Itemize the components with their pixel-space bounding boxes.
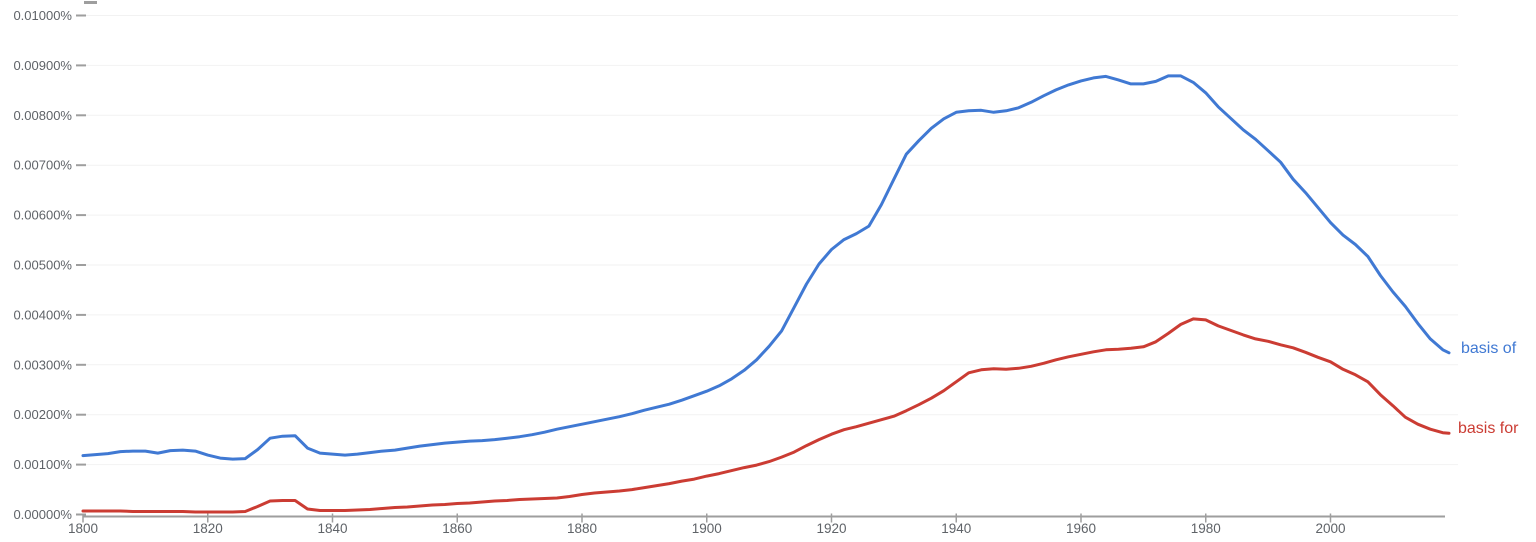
y-axis-label: 0.00300% <box>13 357 72 372</box>
y-axis-label: 0.00200% <box>13 407 72 422</box>
series-line-basis-for[interactable] <box>81 317 1451 514</box>
x-axis-label: 1800 <box>68 521 98 536</box>
y-axis-label: 0.00900% <box>13 58 72 73</box>
series-label-basis-of[interactable]: basis of <box>1461 340 1517 357</box>
x-axis-label: 1980 <box>1191 521 1221 536</box>
x-axis-label: 1940 <box>941 521 971 536</box>
y-axis-label: 0.00000% <box>13 507 72 522</box>
series-line-basis-of[interactable] <box>81 74 1451 461</box>
x-axis-label: 1880 <box>567 521 597 536</box>
x-axis-label: 1920 <box>816 521 846 536</box>
x-axis-label: 1840 <box>317 521 347 536</box>
x-axis-label: 1860 <box>442 521 472 536</box>
y-axis-label: 0.00500% <box>13 258 72 273</box>
x-axis-label: 1820 <box>193 521 223 536</box>
y-axis-label: 0.00400% <box>13 307 72 322</box>
x-axis-label: 1960 <box>1066 521 1096 536</box>
x-axis-label: 1900 <box>692 521 722 536</box>
series-label-basis-for[interactable]: basis for <box>1458 420 1519 437</box>
top-edge-tick-artifact <box>84 1 97 4</box>
y-axis-label: 0.00100% <box>13 457 72 472</box>
y-axis-label: 0.00700% <box>13 158 72 173</box>
y-axis-label: 0.01000% <box>13 8 72 23</box>
x-axis-label: 2000 <box>1315 521 1345 536</box>
y-axis-label: 0.00600% <box>13 208 72 223</box>
y-axis-label: 0.00800% <box>13 108 72 123</box>
